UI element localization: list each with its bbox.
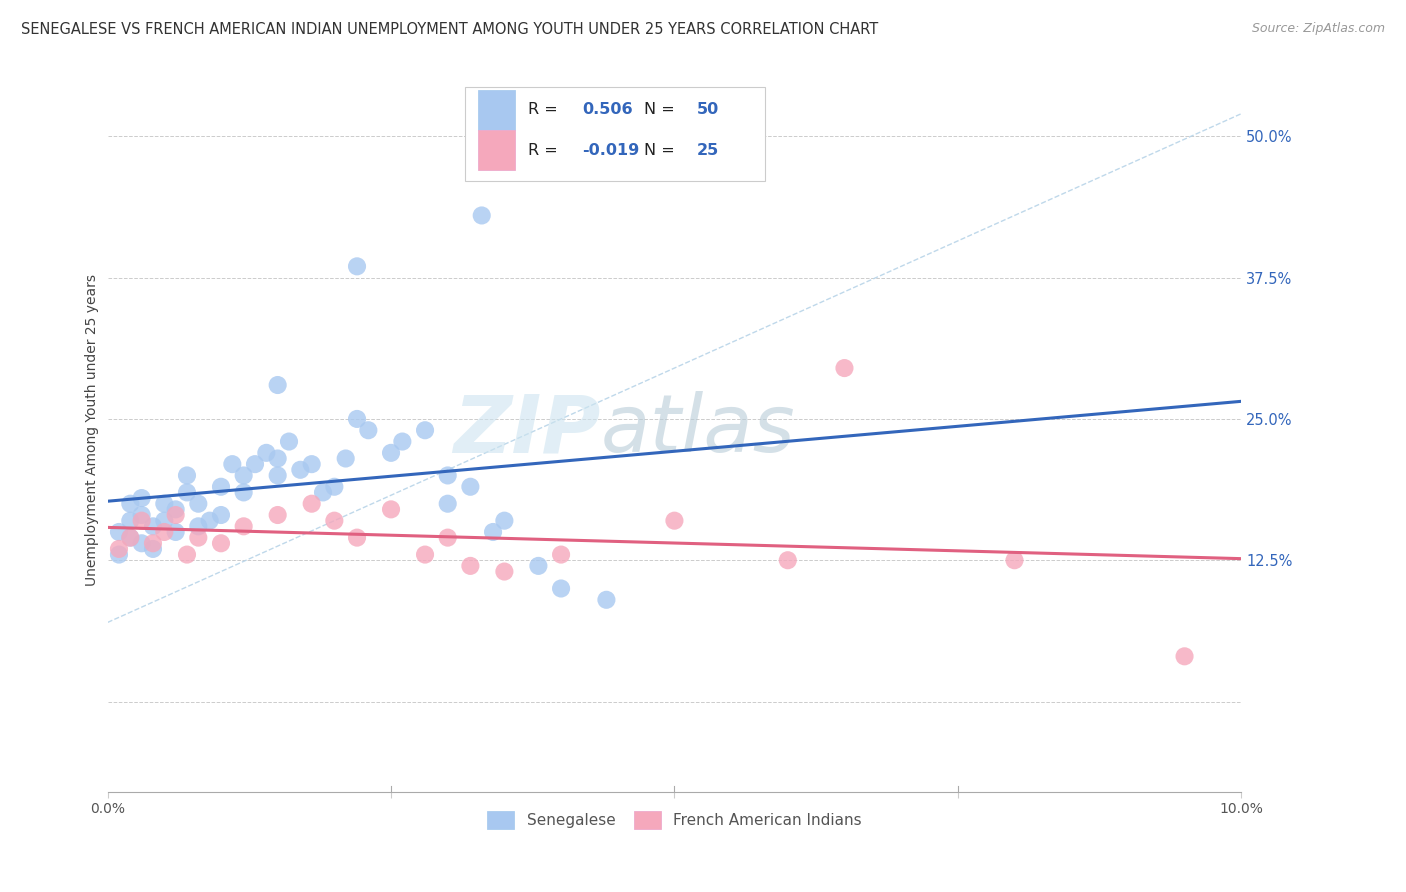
Point	[131, 491, 153, 505]
Point	[176, 468, 198, 483]
Point	[243, 457, 266, 471]
Point	[1173, 649, 1195, 664]
Text: ZIP: ZIP	[453, 392, 600, 469]
Point	[436, 497, 458, 511]
Point	[176, 548, 198, 562]
Point	[176, 485, 198, 500]
Text: R =: R =	[529, 143, 562, 158]
Point	[471, 209, 494, 223]
Point	[131, 514, 153, 528]
Point	[209, 536, 232, 550]
Point	[323, 480, 346, 494]
Point	[460, 480, 482, 494]
Point	[436, 531, 458, 545]
Point	[266, 508, 288, 522]
Point	[301, 457, 323, 471]
Point	[187, 531, 209, 545]
Point	[391, 434, 413, 449]
Point	[108, 541, 131, 556]
Point	[232, 468, 254, 483]
Point	[165, 524, 187, 539]
Point	[346, 260, 368, 274]
Text: Source: ZipAtlas.com: Source: ZipAtlas.com	[1251, 22, 1385, 36]
Text: 50: 50	[697, 103, 720, 117]
FancyBboxPatch shape	[465, 87, 765, 181]
Point	[254, 446, 277, 460]
Point	[301, 497, 323, 511]
Point	[120, 497, 142, 511]
FancyBboxPatch shape	[478, 130, 515, 170]
Point	[142, 536, 165, 550]
Point	[290, 463, 312, 477]
Text: 0.506: 0.506	[582, 103, 633, 117]
Point	[595, 592, 617, 607]
Point	[482, 524, 505, 539]
Point	[153, 497, 176, 511]
Point	[312, 485, 335, 500]
Point	[494, 565, 516, 579]
Point	[346, 531, 368, 545]
Point	[357, 423, 380, 437]
Point	[108, 524, 131, 539]
Text: -0.019: -0.019	[582, 143, 640, 158]
Point	[664, 514, 686, 528]
Text: R =: R =	[529, 103, 562, 117]
Point	[131, 536, 153, 550]
Point	[380, 502, 402, 516]
Point	[834, 361, 856, 376]
Point	[120, 514, 142, 528]
Point	[266, 468, 288, 483]
Point	[187, 497, 209, 511]
Point	[131, 508, 153, 522]
Point	[1004, 553, 1026, 567]
Point	[209, 480, 232, 494]
Point	[413, 548, 436, 562]
Point	[413, 423, 436, 437]
Point	[142, 541, 165, 556]
Point	[108, 548, 131, 562]
Point	[278, 434, 301, 449]
Point	[165, 508, 187, 522]
Legend: Senegalese, French American Indians: Senegalese, French American Indians	[481, 805, 868, 835]
Point	[436, 468, 458, 483]
Text: N =: N =	[644, 143, 679, 158]
Point	[550, 548, 572, 562]
Point	[187, 519, 209, 533]
Point	[198, 514, 221, 528]
Point	[232, 519, 254, 533]
FancyBboxPatch shape	[478, 90, 515, 129]
Point	[380, 446, 402, 460]
Point	[494, 514, 516, 528]
Point	[153, 514, 176, 528]
Point	[209, 508, 232, 522]
Text: N =: N =	[644, 103, 679, 117]
Point	[153, 524, 176, 539]
Point	[460, 558, 482, 573]
Point	[232, 485, 254, 500]
Point	[120, 531, 142, 545]
Text: 25: 25	[697, 143, 720, 158]
Point	[527, 558, 550, 573]
Point	[142, 519, 165, 533]
Point	[266, 378, 288, 392]
Point	[221, 457, 243, 471]
Y-axis label: Unemployment Among Youth under 25 years: Unemployment Among Youth under 25 years	[86, 274, 100, 586]
Point	[335, 451, 357, 466]
Point	[323, 514, 346, 528]
Point	[165, 502, 187, 516]
Text: atlas: atlas	[600, 392, 796, 469]
Point	[776, 553, 799, 567]
Point	[346, 412, 368, 426]
Point	[550, 582, 572, 596]
Point	[120, 531, 142, 545]
Point	[266, 451, 288, 466]
Text: SENEGALESE VS FRENCH AMERICAN INDIAN UNEMPLOYMENT AMONG YOUTH UNDER 25 YEARS COR: SENEGALESE VS FRENCH AMERICAN INDIAN UNE…	[21, 22, 879, 37]
